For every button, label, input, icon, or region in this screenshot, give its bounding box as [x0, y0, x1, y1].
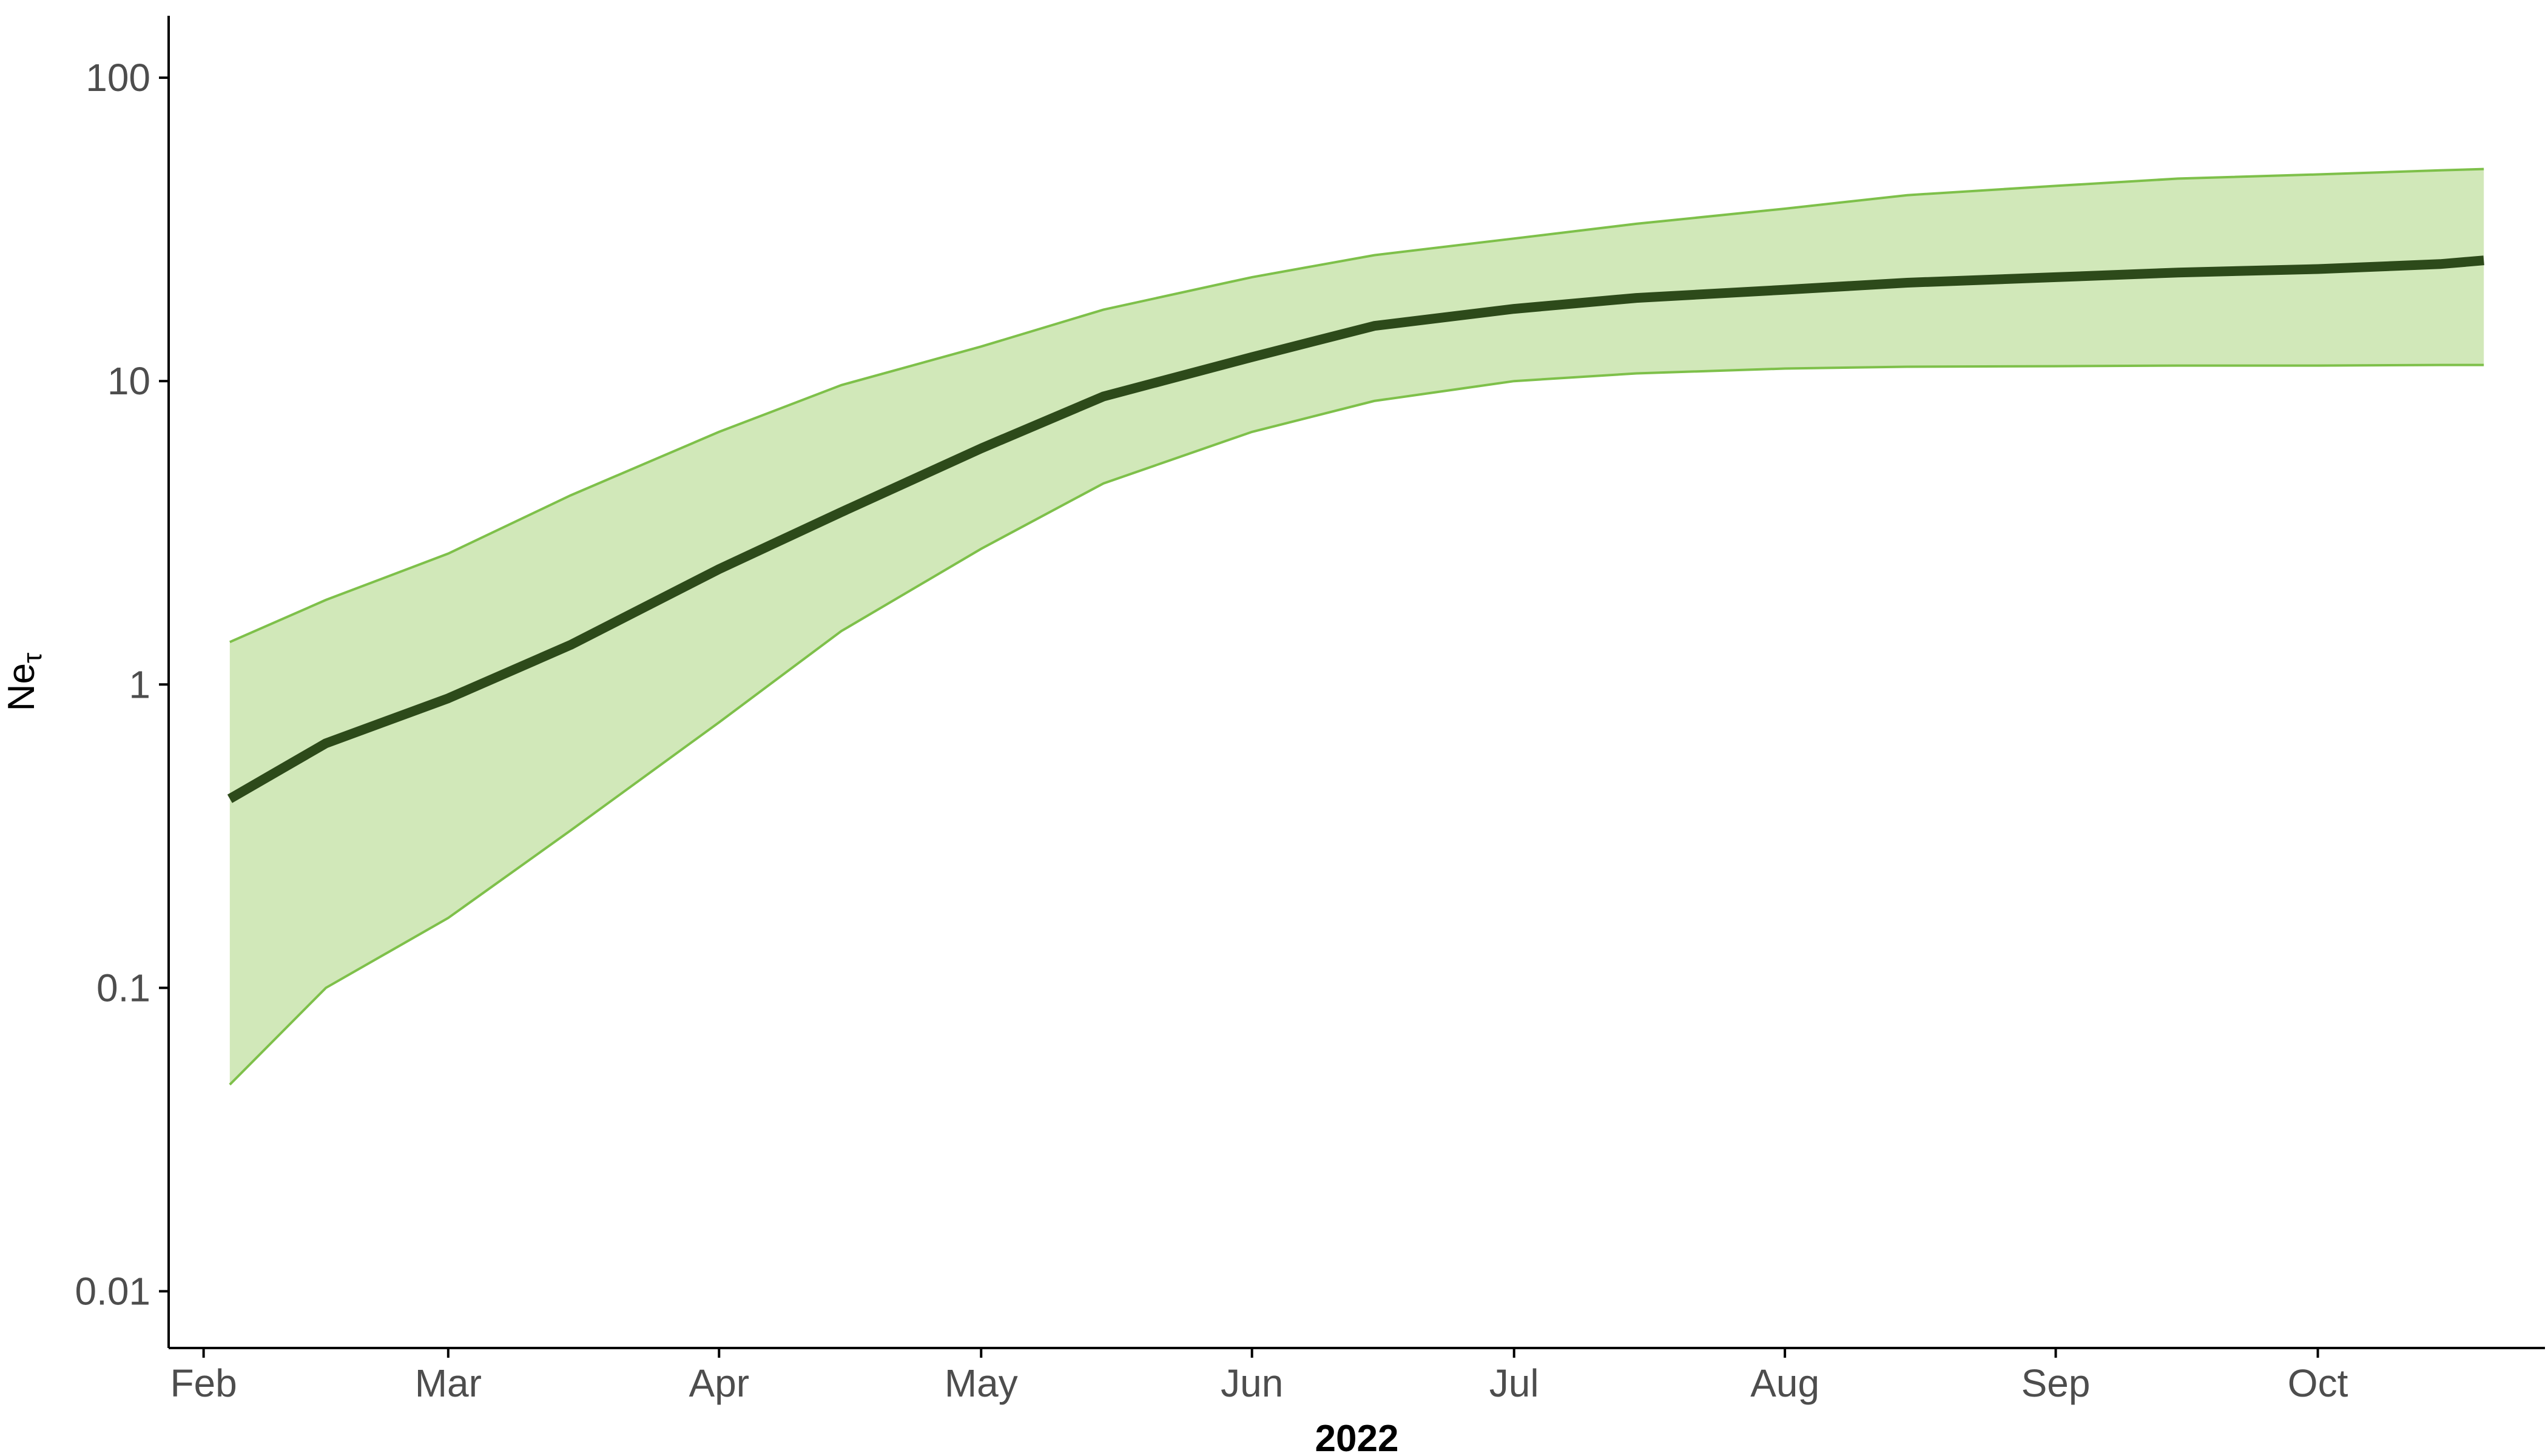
y-tick-label: 10: [107, 359, 150, 403]
median-line: [227, 255, 2484, 803]
y-tick-label: 0.01: [75, 1269, 150, 1313]
y-tick-label: 100: [86, 56, 150, 99]
y-tick-label: 1: [129, 662, 150, 706]
y-axis-title: Neτ: [1, 652, 47, 711]
confidence-ribbon: [229, 169, 2484, 1085]
x-tick-label: Feb: [170, 1361, 237, 1405]
x-tick-label: Jul: [1489, 1361, 1539, 1405]
y-axis-title-main: Ne: [1, 663, 42, 711]
x-tick-label: Oct: [2288, 1361, 2348, 1405]
x-tick-label: Aug: [1750, 1361, 1819, 1405]
upper-bound-line: [229, 167, 2484, 644]
lower-bound-line: [229, 363, 2484, 1086]
x-tick-label: Jun: [1221, 1361, 1283, 1405]
x-tick-label: Apr: [689, 1361, 749, 1405]
y-tick-label: 0.1: [96, 966, 150, 1009]
x-tick-label: Mar: [415, 1361, 482, 1405]
x-axis-title: 2022: [1315, 1418, 1399, 1456]
x-tick-label: May: [945, 1361, 1018, 1405]
y-axis-title-subscript: τ: [18, 652, 47, 663]
x-tick-label: Sep: [2021, 1361, 2091, 1405]
